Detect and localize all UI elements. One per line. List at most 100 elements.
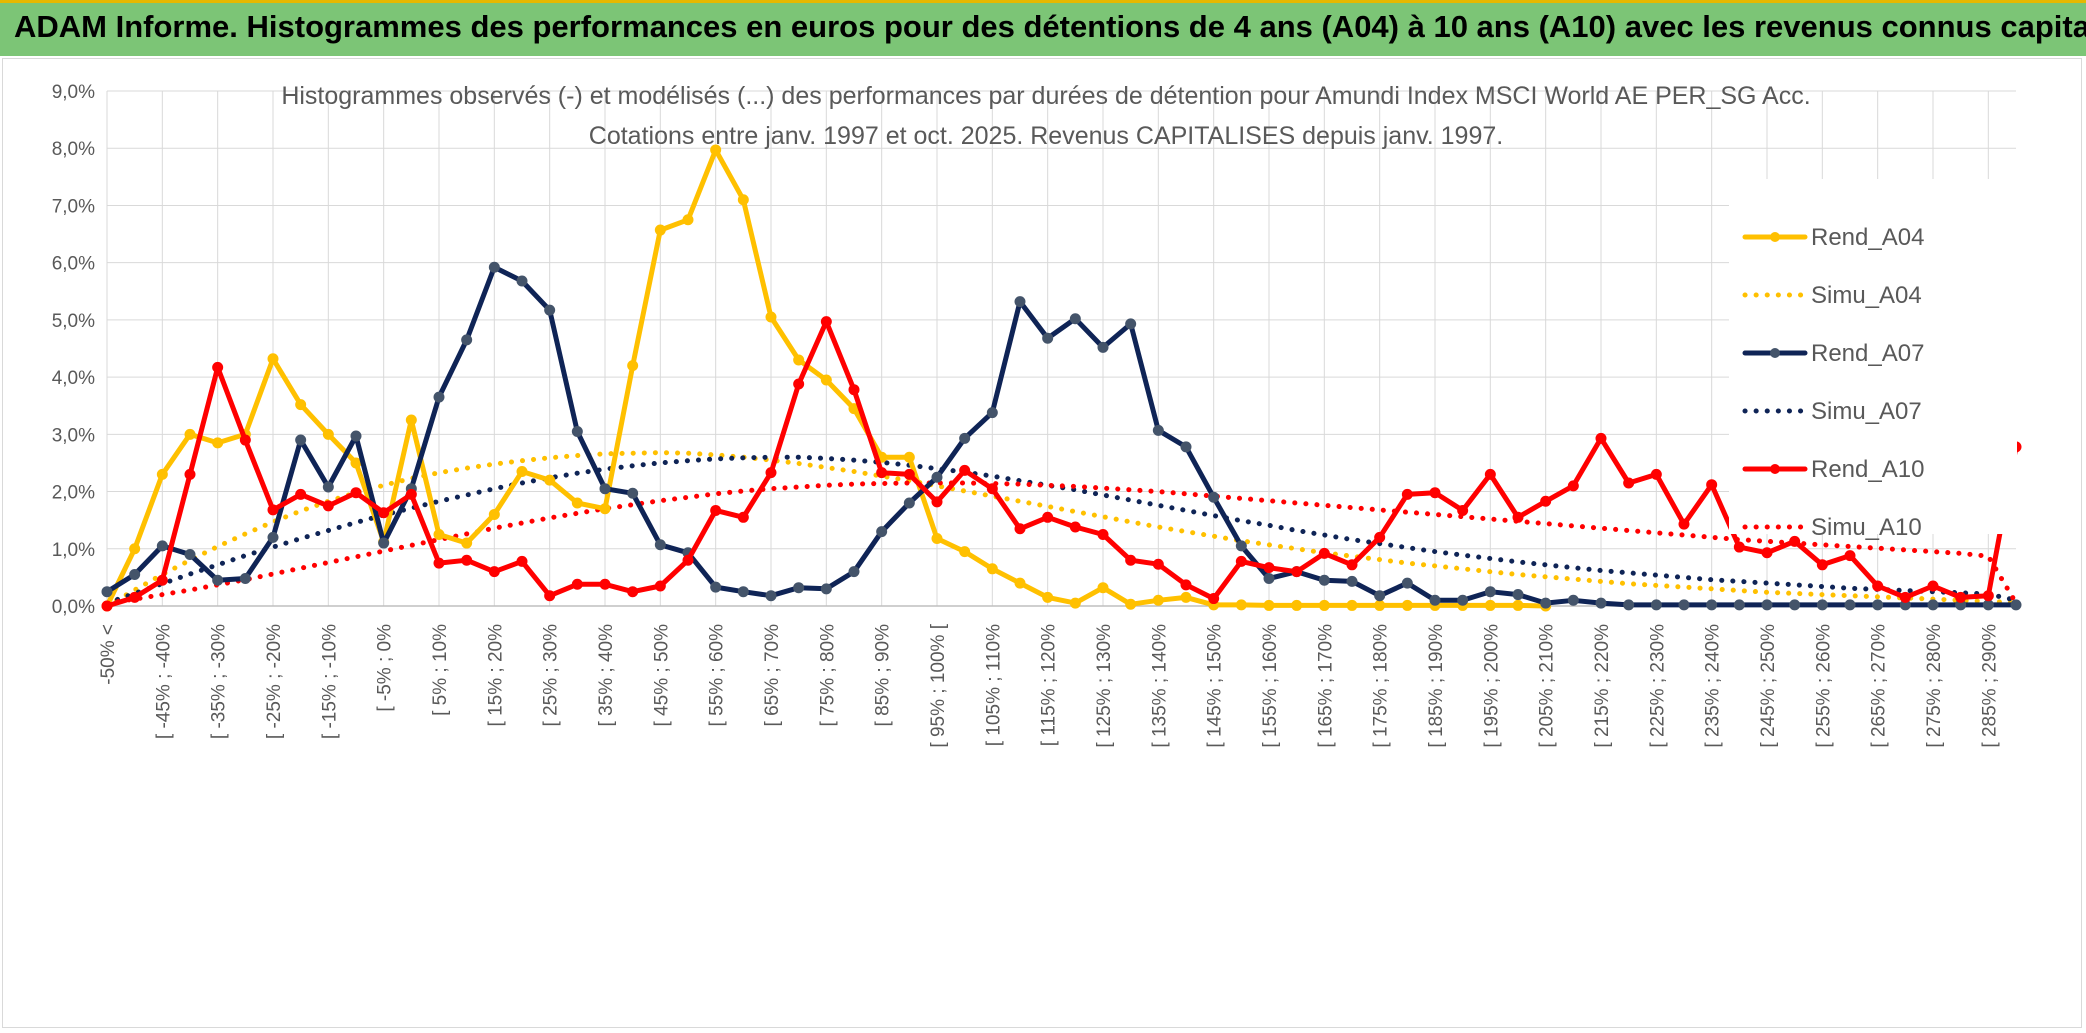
- data-point-rend-a10: [682, 554, 694, 566]
- series: [101, 144, 2022, 612]
- x-tick-label: [ 105% ; 110%: [983, 624, 1004, 746]
- data-point-rend-a07: [1512, 589, 1524, 601]
- data-point-rend-a07: [654, 539, 666, 551]
- data-point-rend-a04: [654, 224, 666, 236]
- data-point-rend-a07: [267, 531, 279, 543]
- data-point-rend-a04: [1180, 591, 1192, 603]
- data-point-rend-a07: [516, 275, 528, 287]
- data-point-rend-a04: [710, 144, 722, 156]
- data-point-rend-a10: [295, 488, 307, 500]
- data-point-rend-a10: [350, 487, 362, 499]
- data-point-rend-a04: [322, 428, 334, 440]
- legend-label-rend-a04: Rend_A04: [1811, 224, 1924, 251]
- x-tick-label: [ 115% ; 120%: [1039, 624, 1060, 746]
- data-point-rend-a07: [876, 526, 888, 538]
- data-point-rend-a10: [931, 496, 943, 508]
- data-point-rend-a04: [682, 214, 694, 226]
- data-point-rend-a10: [1097, 528, 1109, 540]
- x-tick-label: [ 245% ; 250%: [1758, 624, 1779, 748]
- data-point-rend-a10: [267, 504, 279, 516]
- y-tick-label: 9,0%: [52, 82, 95, 103]
- data-point-rend-a07: [627, 487, 639, 499]
- data-point-rend-a10: [1872, 580, 1884, 592]
- data-point-rend-a07: [1235, 540, 1247, 552]
- x-tick-label: [ 165% ; 170%: [1315, 624, 1336, 748]
- data-point-rend-a04: [765, 311, 777, 323]
- data-point-rend-a10: [765, 467, 777, 479]
- x-tick-label: [ 85% ; 90%: [873, 624, 894, 727]
- data-point-rend-a10: [1069, 521, 1081, 533]
- data-point-rend-a07: [2010, 599, 2022, 611]
- data-point-rend-a04: [129, 543, 141, 555]
- data-point-rend-a07: [378, 537, 390, 549]
- data-point-rend-a04: [295, 399, 307, 411]
- data-point-rend-a10: [156, 574, 168, 586]
- data-point-rend-a07: [599, 483, 611, 495]
- data-point-rend-a07: [571, 425, 583, 437]
- data-point-rend-a04: [1318, 599, 1330, 611]
- legend-label-rend-a07: Rend_A07: [1811, 340, 1924, 367]
- x-tick-label: [ 65% ; 70%: [762, 624, 783, 727]
- x-tick-label: [ -35% ; -30%: [209, 624, 230, 739]
- x-tick-label: [ 145% ; 150%: [1205, 624, 1226, 748]
- data-point-rend-a07: [488, 261, 500, 273]
- x-tick-label: [ -5% ; 0%: [375, 624, 396, 712]
- x-tick-label: [ 125% ; 130%: [1094, 624, 1115, 748]
- data-point-rend-a04: [931, 532, 943, 544]
- x-tick-label: [ 155% ; 160%: [1260, 624, 1281, 748]
- data-point-rend-a10: [1401, 488, 1413, 500]
- y-tick-label: 5,0%: [52, 311, 95, 332]
- data-point-rend-a10: [1512, 511, 1524, 523]
- y-tick-label: 0,0%: [52, 597, 95, 618]
- y-tick-label: 1,0%: [52, 540, 95, 561]
- data-point-rend-a10: [1706, 479, 1718, 491]
- x-tick-label: [ 195% ; 200%: [1481, 624, 1502, 748]
- data-point-rend-a04: [599, 503, 611, 515]
- data-point-rend-a10: [129, 591, 141, 603]
- data-point-rend-a04: [267, 353, 279, 365]
- data-point-rend-a10: [1899, 591, 1911, 603]
- data-point-rend-a07: [1623, 599, 1635, 611]
- y-tick-label: 3,0%: [52, 425, 95, 446]
- data-point-rend-a07: [1208, 491, 1220, 503]
- data-point-rend-a10: [1844, 550, 1856, 562]
- data-point-rend-a04: [1484, 599, 1496, 611]
- x-tick-label: [ -15% ; -10%: [319, 624, 340, 739]
- data-point-rend-a07: [1457, 594, 1469, 606]
- data-point-rend-a07: [1125, 318, 1137, 330]
- data-point-rend-a07: [544, 304, 556, 316]
- data-point-rend-a10: [1540, 495, 1552, 507]
- data-point-rend-a04: [516, 466, 528, 478]
- data-point-rend-a10: [378, 507, 390, 519]
- data-point-rend-a10: [544, 590, 556, 602]
- chart-title: Histogrammes observés (-) et modélisés (…: [281, 82, 1810, 110]
- data-point-rend-a10: [1733, 541, 1745, 553]
- x-tick-label: [ 25% ; 30%: [541, 624, 562, 727]
- data-point-rend-a10: [1595, 432, 1607, 444]
- x-tick-label: [ 175% ; 180%: [1371, 624, 1392, 748]
- data-point-rend-a04: [1235, 599, 1247, 611]
- data-point-rend-a10: [1291, 566, 1303, 578]
- x-tick-label: [ -25% ; -20%: [264, 624, 285, 739]
- y-tick-label: 2,0%: [52, 483, 95, 504]
- data-point-rend-a10: [1374, 531, 1386, 543]
- data-point-rend-a10: [1180, 579, 1192, 591]
- data-point-rend-a10: [1484, 468, 1496, 480]
- x-tick-label: [ 95% ; 100% [: [928, 623, 949, 747]
- data-point-rend-a04: [488, 508, 500, 520]
- legend-marker-rend-a10: [1770, 464, 1780, 474]
- data-point-rend-a07: [239, 573, 251, 585]
- data-point-rend-a04: [793, 354, 805, 366]
- data-point-rend-a10: [1955, 591, 1967, 603]
- data-point-rend-a07: [765, 590, 777, 602]
- data-point-rend-a10: [1650, 468, 1662, 480]
- data-point-rend-a10: [1927, 580, 1939, 592]
- data-point-rend-a07: [433, 391, 445, 403]
- data-point-rend-a10: [1982, 590, 1994, 602]
- x-tick-label: [ 215% ; 220%: [1592, 624, 1613, 748]
- data-point-rend-a04: [1512, 599, 1524, 611]
- x-tick-label: [ 15% ; 20%: [485, 624, 506, 727]
- data-point-rend-a04: [544, 474, 556, 486]
- data-point-rend-a10: [1014, 523, 1026, 535]
- data-point-rend-a04: [184, 428, 196, 440]
